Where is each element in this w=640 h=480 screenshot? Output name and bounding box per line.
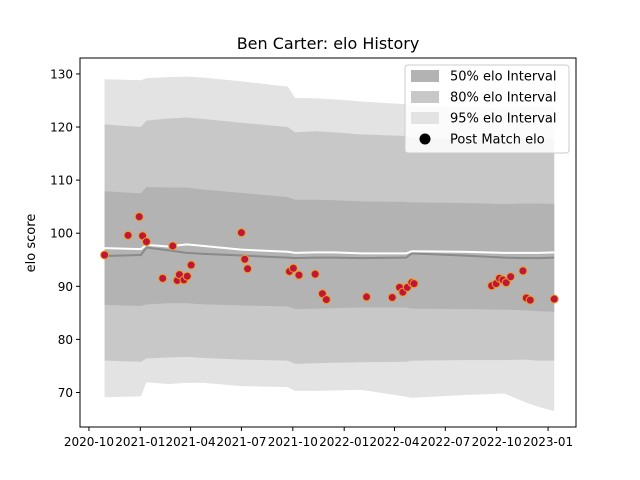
y-axis-label: elo score (24, 214, 39, 273)
post-match-elo-point (321, 295, 331, 305)
y-tick-label: 120 (50, 121, 73, 135)
legend-label: Post Match elo (450, 133, 545, 148)
x-tick-label: 2020-10 (64, 435, 114, 449)
post-match-elo-point (506, 272, 516, 282)
plot-frame (79, 57, 577, 428)
legend-label: 80% elo Interval (450, 91, 557, 106)
interval-bands (104, 76, 555, 412)
post-match-elo-point (123, 230, 133, 240)
post-match-elo-point (141, 237, 151, 247)
post-match-elo-point (310, 269, 320, 279)
post-match-elo-point (240, 254, 250, 264)
post-match-elo-point (525, 295, 535, 305)
y-tick-label: 100 (50, 227, 73, 241)
legend-label: 95% elo Interval (450, 112, 557, 127)
legend-swatch (411, 70, 439, 82)
post-match-elo-point (168, 241, 178, 251)
chart-title: Ben Carter: elo History (237, 34, 420, 53)
y-tick-label: 70 (58, 386, 73, 400)
x-axis: 2020-10 2021-01 2021-04 2021-07 2021-10 2022-… (64, 427, 573, 449)
post-match-elo-point (186, 260, 196, 270)
trend-lines (104, 243, 555, 260)
y-tick-label: 130 (50, 67, 73, 81)
band-50-interval (104, 187, 555, 312)
legend: 50% elo Interval 80% elo Interval 95% elo … (404, 64, 570, 154)
x-tick-label: 2022-01 (319, 435, 369, 449)
post-match-elo-point (362, 292, 372, 302)
x-tick-label: 2022-07 (420, 435, 470, 449)
x-tick-label: 2021-04 (166, 435, 216, 449)
y-tick-label: 80 (58, 333, 73, 347)
x-tick-label: 2021-07 (216, 435, 266, 449)
legend-box (404, 64, 570, 154)
y-axis: 70 80 90 100 110 120 130 (50, 67, 80, 400)
post-match-elo-point (549, 294, 559, 304)
x-tick-label: 2022-04 (369, 435, 419, 449)
legend-label: 50% elo Interval (450, 70, 557, 85)
post-match-elo-point (134, 212, 144, 222)
post-match-elo-point (288, 263, 298, 273)
post-match-elo-point (100, 250, 110, 260)
post-match-elo-point (294, 270, 304, 280)
post-match-elo-point (501, 278, 511, 288)
y-tick-label: 90 (58, 280, 73, 294)
post-match-elo-point (236, 228, 246, 238)
post-match-elo-point (243, 264, 253, 274)
legend-marker (419, 133, 431, 145)
median-elo-line (104, 246, 555, 260)
x-tick-label: 2023-01 (523, 435, 573, 449)
legend-swatch (411, 91, 439, 103)
mean-elo-line (104, 243, 555, 255)
post-match-points (100, 212, 559, 305)
post-match-elo-point (158, 273, 168, 283)
post-match-elo-point (518, 266, 528, 276)
x-tick-label: 2021-01 (115, 435, 165, 449)
x-tick-label: 2021-10 (268, 435, 318, 449)
x-tick-label: 2022-10 (472, 435, 522, 449)
y-tick-label: 110 (50, 174, 73, 188)
post-match-elo-point (409, 279, 419, 289)
post-match-elo-point (387, 292, 397, 302)
legend-swatch (411, 112, 439, 124)
post-match-elo-point (182, 271, 192, 281)
